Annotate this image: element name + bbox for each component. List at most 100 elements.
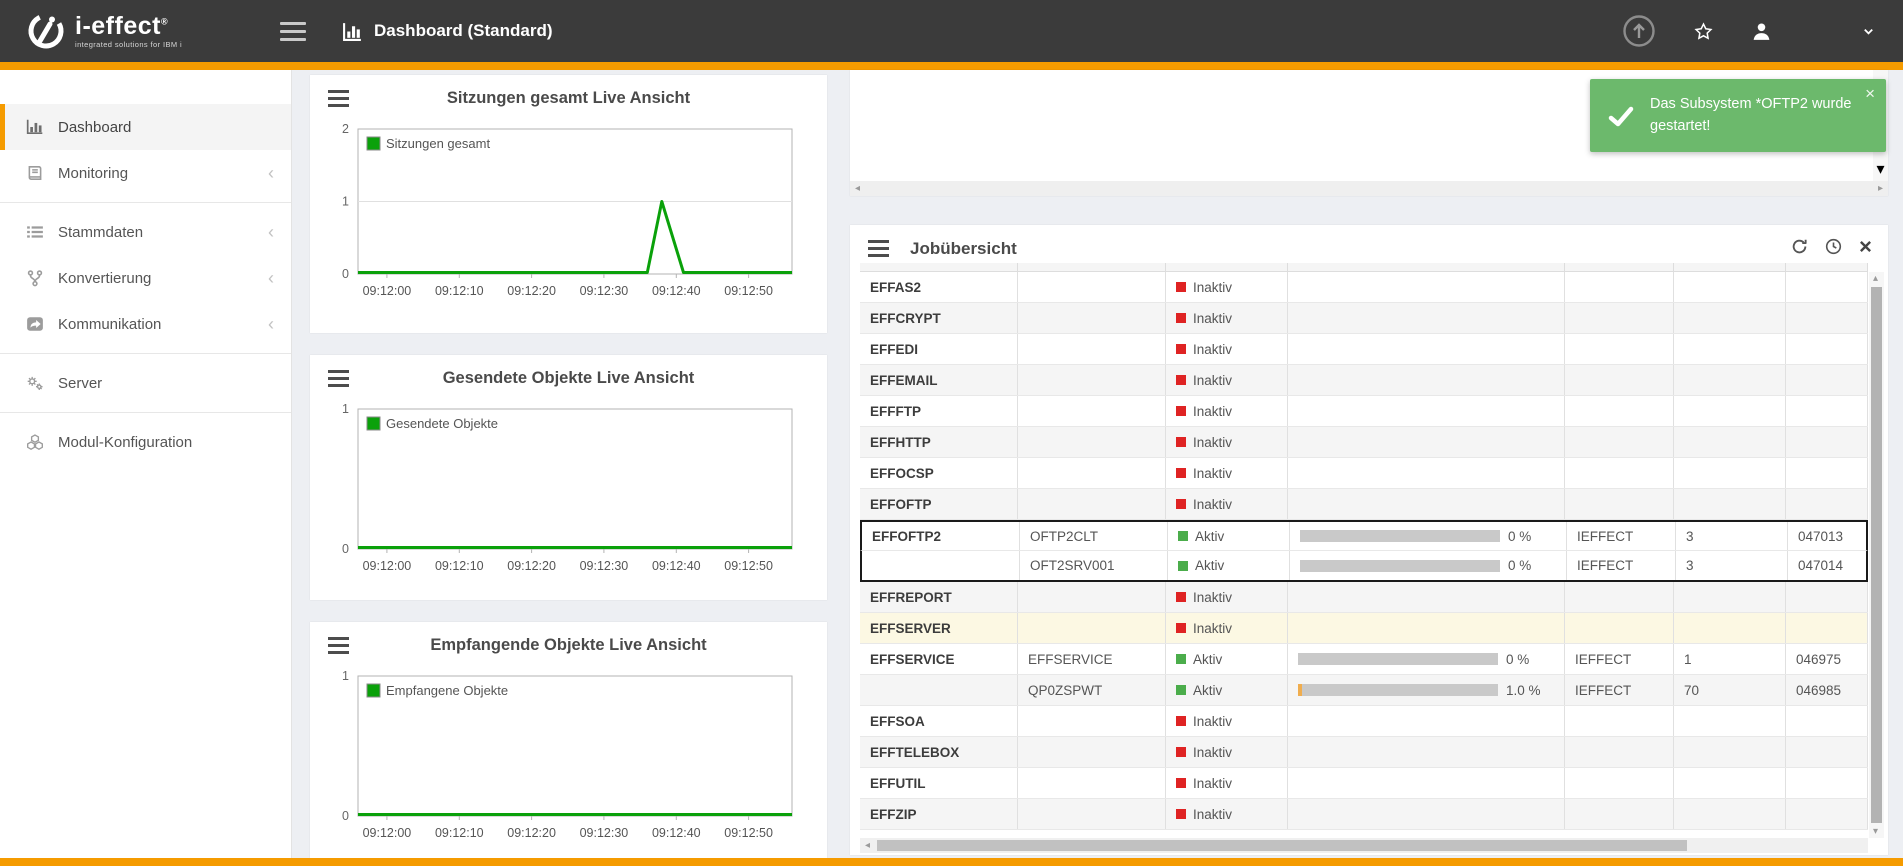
sidebar-item-monitoring[interactable]: Monitoring ‹ — [0, 150, 291, 196]
scroll-down-icon[interactable]: ▾ — [1876, 161, 1885, 178]
svg-text:1: 1 — [342, 669, 349, 683]
close-icon[interactable] — [1859, 240, 1872, 253]
job-row-partial — [860, 830, 1868, 835]
job-cell-status: Inaktiv — [1166, 799, 1288, 829]
svg-text:09:12:20: 09:12:20 — [507, 284, 556, 298]
status-label: Inaktiv — [1193, 806, 1233, 822]
chart-title: Sitzungen gesamt Live Ansicht — [446, 89, 691, 107]
caret-down-icon[interactable] — [1862, 25, 1875, 38]
job-row-effoftp[interactable]: EFFOFTP Inaktiv — [860, 489, 1868, 520]
scroll-right-icon[interactable]: ▸ — [1877, 183, 1884, 194]
chart-panel-empfangene: Empfangende Objekte Live Ansicht 0 1 09:12… — [310, 622, 827, 858]
scroll-down-icon[interactable]: ▾ — [1873, 826, 1879, 837]
job-row-effedi[interactable]: EFFEDI Inaktiv — [860, 334, 1868, 365]
sidebar-item-label: Monitoring — [58, 164, 129, 182]
job-row-effzip[interactable]: EFFZIP Inaktiv — [860, 799, 1868, 830]
scroll-up-icon[interactable]: ▴ — [1873, 273, 1879, 284]
horizontal-scrollbar[interactable]: ◂ — [860, 838, 1868, 853]
job-row-effocsp[interactable]: EFFOCSP Inaktiv — [860, 458, 1868, 489]
job-row-effemail[interactable]: EFFEMAIL Inaktiv — [860, 365, 1868, 396]
sidebar-item-konvertierung[interactable]: Konvertierung ‹ — [0, 255, 291, 301]
panel-menu-icon[interactable] — [328, 370, 349, 387]
job-row-effftp[interactable]: EFFFTP Inaktiv — [860, 396, 1868, 427]
job-cell-user — [1565, 458, 1674, 488]
user-icon[interactable] — [1751, 21, 1772, 42]
job-cell-module: EFFSOA — [860, 706, 1018, 736]
vertical-scrollbar[interactable]: ▴ ▾ — [1869, 272, 1884, 838]
job-row-effsoa[interactable]: EFFSOA Inaktiv — [860, 706, 1868, 737]
scroll-left-icon[interactable]: ◂ — [854, 183, 861, 194]
job-cell-module: EFFZIP — [860, 799, 1018, 829]
status-square-icon — [1176, 747, 1186, 757]
job-cell-module: EFFREPORT — [860, 582, 1018, 612]
job-cell-progress: 0 % — [1290, 551, 1567, 580]
job-row-effcrypt[interactable]: EFFCRYPT Inaktiv — [860, 303, 1868, 334]
horizontal-scrollbar[interactable]: ◂ ▸ — [850, 181, 1888, 196]
sidebar-item-kommunikation[interactable]: Kommunikation ‹ — [0, 301, 291, 347]
svg-text:0: 0 — [342, 809, 349, 823]
refresh-icon[interactable] — [1791, 238, 1808, 255]
chevron-left-icon: ‹ — [268, 314, 274, 334]
sidebar-item-modul-konfiguration[interactable]: Modul-Konfiguration — [0, 419, 291, 465]
star-icon[interactable] — [1694, 21, 1713, 41]
ieffect-logo[interactable]: i-effect® integrated solutions for IBM i — [26, 11, 256, 51]
progress-bar — [1300, 559, 1500, 572]
panel-menu-icon[interactable] — [328, 90, 349, 107]
job-row-effutil[interactable]: EFFUTIL Inaktiv — [860, 768, 1868, 799]
status-square-icon — [1176, 809, 1186, 819]
sidebar: Dashboard Monitoring ‹ Stammdaten ‹ Konvertie… — [0, 70, 292, 858]
job-cell-status: Inaktiv — [1166, 396, 1288, 426]
scrollbar-thumb[interactable] — [1871, 287, 1882, 823]
job-row-effreport[interactable]: EFFREPORT Inaktiv — [860, 582, 1868, 613]
job-row-efftelebox[interactable]: EFFTELEBOX Inaktiv — [860, 737, 1868, 768]
progress-label: 0 % — [1508, 528, 1532, 544]
job-cell-jobnr — [1786, 799, 1868, 829]
cubes-icon — [24, 432, 46, 452]
job-row-effas2[interactable]: EFFAS2 Inaktiv — [860, 272, 1868, 303]
status-square-icon — [1176, 654, 1186, 664]
status-label: Inaktiv — [1193, 744, 1233, 760]
status-square-icon — [1176, 375, 1186, 385]
sidebar-divider — [0, 202, 291, 203]
job-cell-progress — [1288, 768, 1565, 798]
job-cell-jobname — [1018, 458, 1166, 488]
toast-message: Das Subsystem *OFTP2 wurde gestartet! — [1650, 95, 1852, 134]
job-row-effservice[interactable]: EFFSERVICE EFFSERVICE Aktiv 0 % IEFFECT 1 0469… — [860, 644, 1868, 675]
sidebar-item-stammdaten[interactable]: Stammdaten ‹ — [0, 209, 291, 255]
svg-text:09:12:20: 09:12:20 — [507, 559, 556, 573]
panel-menu-icon[interactable] — [868, 240, 889, 257]
job-cell-module: EFFOFTP — [860, 489, 1018, 519]
job-row-effhttp[interactable]: EFFHTTP Inaktiv — [860, 427, 1868, 458]
status-square-icon — [1176, 716, 1186, 726]
scroll-left-icon[interactable]: ◂ — [864, 840, 871, 851]
job-row-oft2srv001[interactable]: OFT2SRV001 Aktiv 0 % IEFFECT 3 047014 — [860, 551, 1870, 582]
chart-title: Empfangende Objekte Live Ansicht — [430, 636, 707, 654]
job-cell-module: EFFHTTP — [860, 427, 1018, 457]
menu-icon[interactable] — [280, 21, 306, 41]
panel-menu-icon[interactable] — [328, 637, 349, 654]
scrollbar-thumb[interactable] — [877, 840, 1687, 851]
job-cell-progress — [1288, 272, 1565, 302]
job-cell-jobname — [1018, 396, 1166, 426]
upload-circle-icon[interactable] — [1622, 14, 1656, 48]
status-label: Inaktiv — [1193, 434, 1233, 450]
table-header — [860, 263, 1868, 272]
job-row-effoftp2[interactable]: EFFOFTP2 OFTP2CLT Aktiv 0 % IEFFECT 3 047013 — [860, 520, 1870, 551]
job-cell-module: EFFSERVER — [860, 613, 1018, 643]
sidebar-item-dashboard[interactable]: Dashboard — [0, 104, 291, 150]
status-square-icon — [1176, 313, 1186, 323]
sidebar-item-server[interactable]: Server — [0, 360, 291, 406]
job-cell-module: EFFTELEBOX — [860, 737, 1018, 767]
job-cell-user — [1565, 489, 1674, 519]
job-cell-jobname — [1018, 706, 1166, 736]
job-row-effserver[interactable]: EFFSERVER Inaktiv — [860, 613, 1868, 644]
svg-text:09:12:00: 09:12:00 — [363, 559, 412, 573]
job-cell-jobnr — [1786, 272, 1868, 302]
svg-text:09:12:10: 09:12:10 — [435, 284, 484, 298]
sidebar-item-label: Dashboard — [58, 118, 132, 136]
job-cell-module: EFFFTP — [860, 396, 1018, 426]
job-cell-status: Inaktiv — [1166, 706, 1288, 736]
toast-close-icon[interactable]: × — [1865, 84, 1875, 103]
history-icon[interactable] — [1825, 238, 1842, 255]
job-row-qp0zspwt[interactable]: QP0ZSPWT Aktiv 1.0 % IEFFECT 70 046985 — [860, 675, 1868, 706]
